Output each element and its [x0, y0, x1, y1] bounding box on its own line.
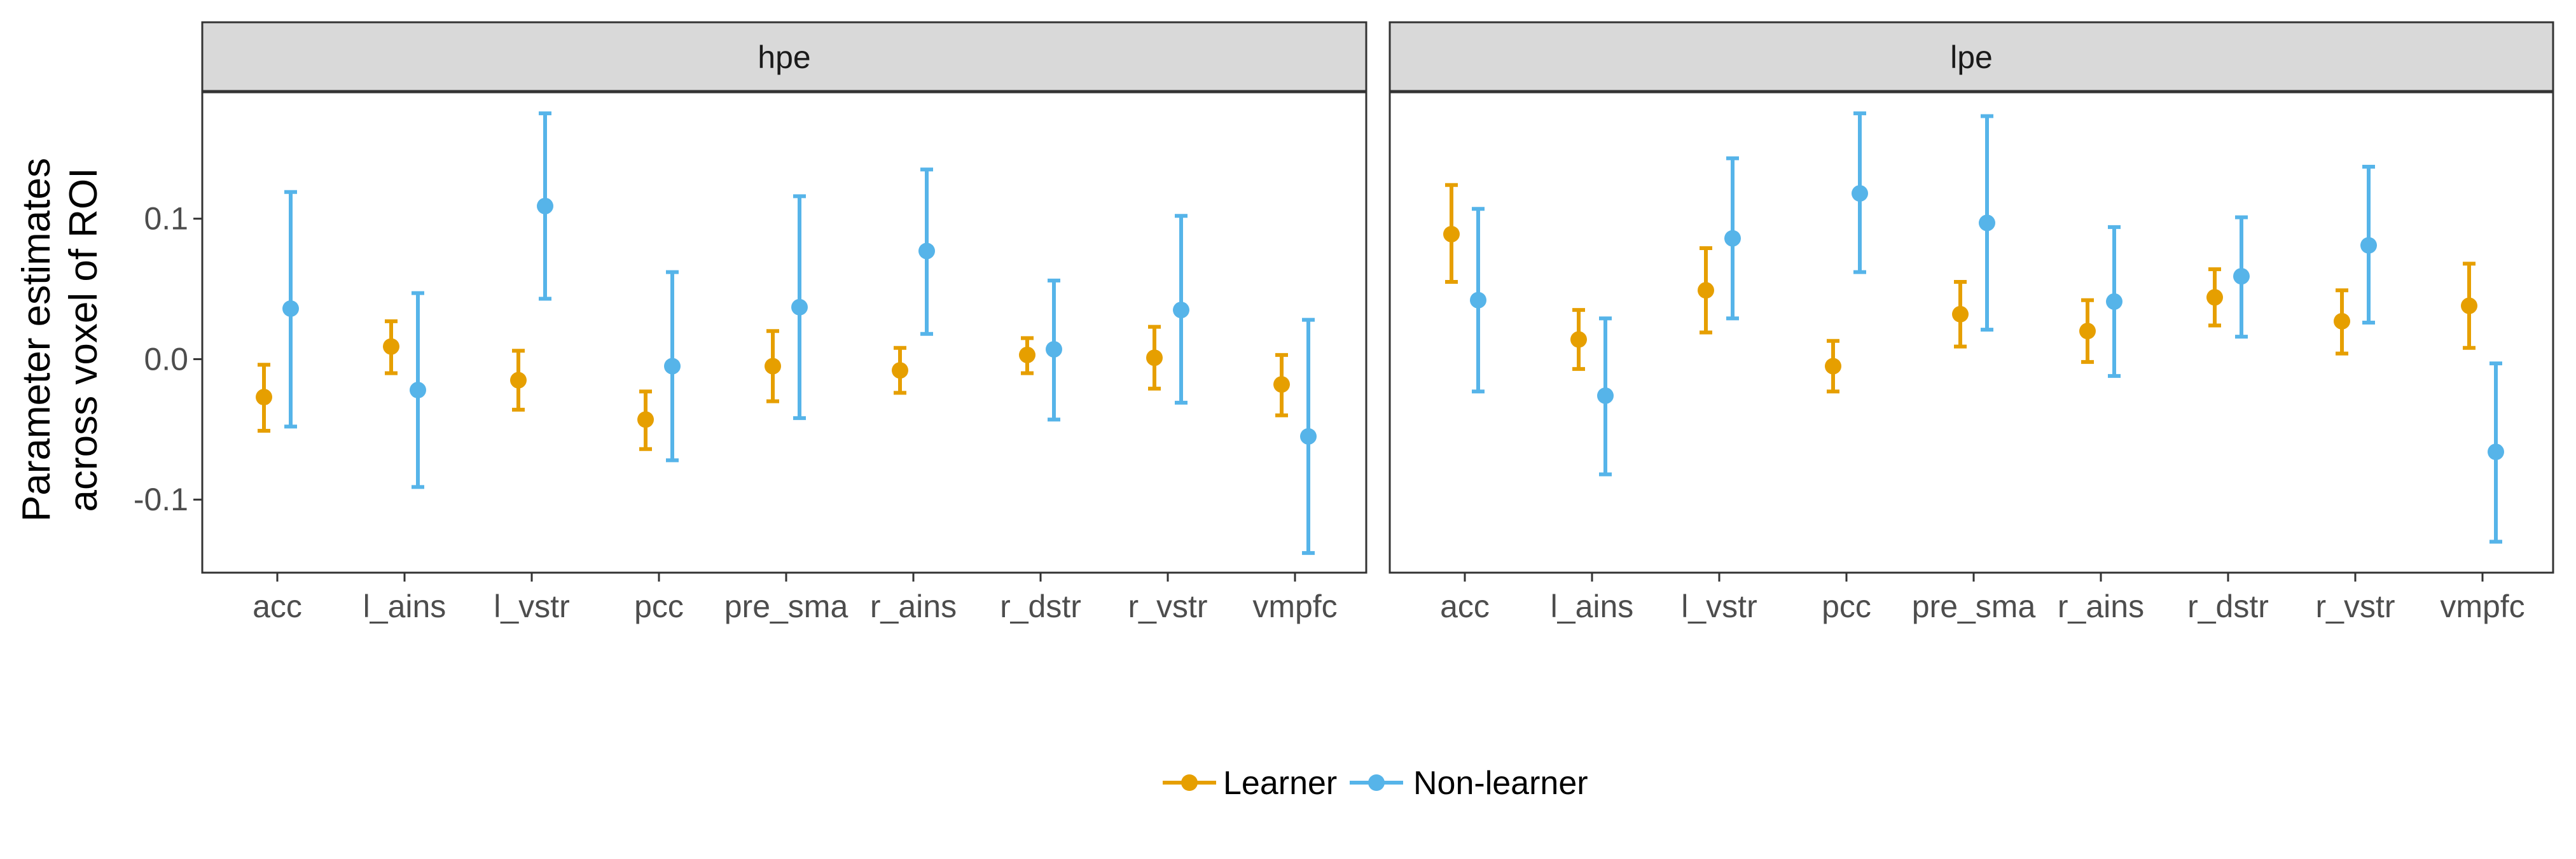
x-tick-label: l_ains [363, 589, 447, 624]
data-point [2488, 443, 2504, 461]
data-point [2334, 312, 2350, 330]
y-tick-label: 0.1 [144, 201, 188, 237]
facet-strip-lpe [1388, 21, 2554, 92]
x-tick-label: acc [1440, 589, 1490, 624]
y-tick-label: 0.0 [144, 341, 188, 377]
x-tick-label: r_ains [2058, 589, 2144, 624]
data-point [282, 300, 299, 317]
x-tick-label: pcc [634, 589, 684, 624]
x-tick-label: l_ains [1551, 589, 1634, 624]
data-point [2079, 323, 2096, 340]
legend-key-point [1181, 774, 1198, 791]
data-point [2206, 289, 2223, 306]
data-point [1443, 225, 1460, 242]
data-point [1570, 331, 1587, 348]
data-point [383, 338, 399, 355]
x-tick-label: r_dstr [2187, 589, 2269, 624]
data-point [1019, 346, 1035, 363]
x-tick-label: r_dstr [1000, 589, 1081, 624]
data-point [637, 411, 654, 428]
data-point [1825, 358, 1841, 375]
data-point [1979, 214, 1995, 232]
data-point [1597, 387, 1614, 404]
data-point [410, 382, 426, 399]
data-point [510, 372, 527, 389]
data-point [1173, 302, 1189, 319]
data-point [256, 389, 272, 406]
data-point [1146, 349, 1163, 367]
x-tick-label: r_vstr [1128, 589, 1208, 624]
data-point [664, 358, 681, 375]
y-axis-label-line-2: across voxel of ROI [62, 168, 106, 512]
data-point [2233, 268, 2250, 285]
data-point [765, 358, 781, 375]
facet-strip-label: lpe [1950, 39, 1993, 75]
x-tick-label: r_vstr [2316, 589, 2395, 624]
x-tick-label: pre_sma [724, 589, 848, 624]
panel-frame-hpe [201, 91, 1368, 574]
y-axis-label-line-1: Parameter estimates [15, 158, 59, 522]
data-point [2360, 237, 2377, 254]
data-point [918, 242, 935, 260]
data-point [1852, 185, 1868, 202]
legend-key-point [1368, 774, 1385, 791]
legend-label: Non-learner [1413, 765, 1588, 802]
legend-label: Learner [1223, 765, 1337, 802]
data-point [1273, 376, 1290, 393]
x-tick-label: pcc [1822, 589, 1871, 624]
data-point [1300, 428, 1317, 445]
x-tick-label: vmpfc [2440, 589, 2524, 624]
data-point [1724, 230, 1741, 247]
data-point [537, 197, 553, 214]
data-point [892, 362, 908, 379]
data-point [1698, 282, 1714, 299]
y-tick-label: -0.1 [134, 482, 188, 517]
x-tick-label: r_ains [870, 589, 957, 624]
x-tick-label: pre_sma [1912, 589, 2036, 624]
x-tick-label: acc [253, 589, 302, 624]
data-point [1046, 340, 1062, 358]
x-tick-label: l_vstr [1681, 589, 1757, 624]
data-point [2461, 297, 2477, 314]
facet-strip-hpe [201, 21, 1368, 92]
panel-frame-lpe [1388, 91, 2554, 574]
x-tick-label: l_vstr [494, 589, 569, 624]
data-point [2106, 293, 2122, 310]
facet-strip-label: hpe [758, 39, 810, 75]
data-point [791, 298, 808, 316]
data-point [1470, 291, 1486, 309]
x-tick-label: vmpfc [1252, 589, 1337, 624]
data-point [1952, 305, 1969, 323]
